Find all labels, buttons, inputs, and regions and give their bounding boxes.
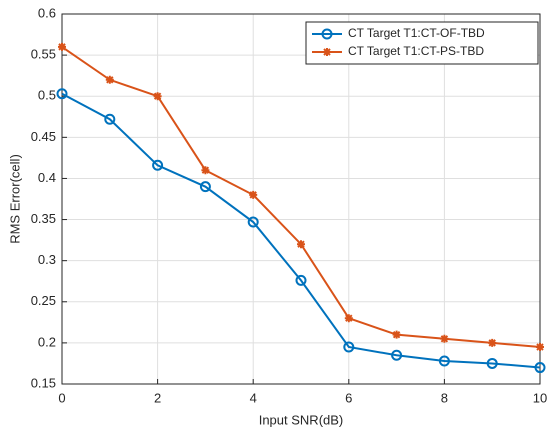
marker — [344, 314, 353, 323]
y-tick-label: 0.4 — [38, 170, 56, 185]
x-tick-label: 8 — [441, 390, 448, 405]
marker — [534, 362, 546, 374]
legend-label: CT Target T1:CT-OF-TBD — [348, 26, 485, 40]
marker — [153, 92, 162, 101]
marker — [104, 113, 116, 125]
x-tick-label: 2 — [154, 390, 161, 405]
x-tick-label: 4 — [250, 390, 257, 405]
y-tick-label: 0.15 — [31, 375, 56, 390]
x-tick-label: 10 — [533, 390, 547, 405]
y-tick-label: 0.25 — [31, 293, 56, 308]
marker — [58, 42, 66, 51]
y-axis-label: RMS Error(cell) — [7, 154, 22, 244]
y-tick-label: 0.6 — [38, 5, 56, 20]
marker — [249, 190, 258, 199]
marker — [536, 343, 544, 351]
marker — [152, 159, 164, 171]
marker — [56, 88, 68, 100]
legend-label: CT Target T1:CT-PS-TBD — [348, 44, 484, 58]
marker — [391, 349, 403, 361]
marker — [247, 216, 259, 228]
marker — [201, 166, 210, 175]
marker — [199, 181, 211, 193]
marker — [438, 355, 450, 367]
marker — [297, 240, 305, 249]
x-tick-label: 6 — [345, 390, 352, 405]
marker — [440, 334, 449, 343]
marker — [295, 274, 307, 286]
legend-box — [305, 21, 539, 65]
marker — [392, 330, 401, 339]
marker — [486, 357, 498, 369]
y-tick-label: 0.3 — [38, 252, 56, 267]
y-tick-label: 0.35 — [31, 211, 56, 226]
y-tick-label: 0.5 — [38, 88, 56, 103]
marker — [343, 341, 355, 353]
y-tick-label: 0.2 — [38, 334, 56, 349]
x-axis-label: Input SNR(dB) — [259, 412, 344, 427]
axes-box — [61, 13, 541, 385]
marker — [488, 338, 497, 347]
plot-area — [62, 14, 540, 384]
marker — [105, 75, 114, 84]
series-line — [61, 92, 541, 369]
x-tick-label: 0 — [58, 390, 65, 405]
marker — [321, 28, 333, 40]
y-tick-label: 0.55 — [31, 47, 56, 62]
marker — [323, 48, 331, 56]
y-tick-label: 0.45 — [31, 129, 56, 144]
legend: CT Target T1:CT-OF-TBD CT Target T1:CT-PS… — [305, 21, 539, 65]
